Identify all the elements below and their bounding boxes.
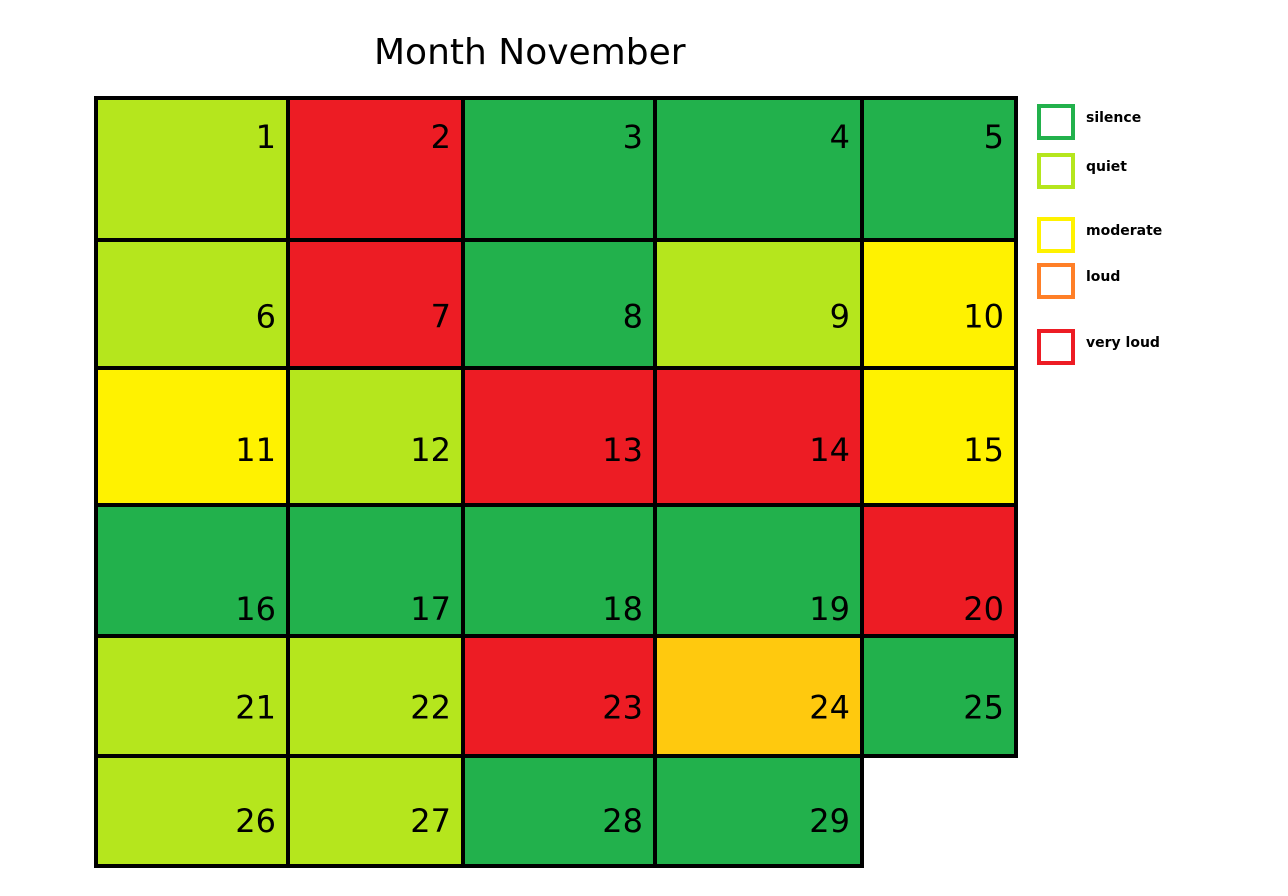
day-number: 19 (809, 590, 850, 628)
day-cell-5: 5 (860, 96, 1018, 242)
day-cell-fill (860, 503, 1018, 638)
day-cell-fill (461, 96, 657, 242)
day-cell-fill (94, 754, 290, 868)
day-cell-29: 29 (653, 754, 864, 868)
day-number: 13 (602, 431, 643, 469)
day-cell-fill (860, 634, 1018, 758)
day-cell-7: 7 (286, 238, 465, 370)
day-cell-21: 21 (94, 634, 290, 758)
day-cell-12: 12 (286, 366, 465, 507)
day-cell-17: 17 (286, 503, 465, 638)
day-number: 16 (235, 590, 276, 628)
legend-label-moderate: moderate (1086, 223, 1163, 239)
legend-swatch-very_loud (1037, 329, 1075, 365)
day-cell-15: 15 (860, 366, 1018, 507)
day-cell-fill (860, 238, 1018, 370)
day-cell-4: 4 (653, 96, 864, 242)
day-number: 29 (809, 802, 850, 840)
day-number: 12 (410, 431, 451, 469)
day-cell-3: 3 (461, 96, 657, 242)
day-cell-fill (94, 503, 290, 638)
legend-label-quiet: quiet (1086, 159, 1127, 175)
legend-label-silence: silence (1086, 110, 1142, 126)
day-cell-fill (286, 503, 465, 638)
day-number: 23 (602, 688, 643, 726)
day-number: 25 (963, 688, 1004, 726)
legend-swatch-loud (1037, 263, 1075, 299)
day-cell-8: 8 (461, 238, 657, 370)
day-cell-9: 9 (653, 238, 864, 370)
day-cell-25: 25 (860, 634, 1018, 758)
day-cell-10: 10 (860, 238, 1018, 370)
day-cell-fill (653, 634, 864, 758)
day-number: 4 (830, 118, 850, 156)
day-cell-20: 20 (860, 503, 1018, 638)
day-cell-fill (653, 754, 864, 868)
day-cell-fill (94, 96, 290, 242)
day-cell-1: 1 (94, 96, 290, 242)
day-cell-fill (860, 366, 1018, 507)
day-cell-18: 18 (461, 503, 657, 638)
day-number: 5 (984, 118, 1004, 156)
day-number: 1 (256, 118, 276, 156)
day-number: 11 (235, 431, 276, 469)
day-cell-fill (461, 503, 657, 638)
day-number: 22 (410, 688, 451, 726)
day-cell-fill (653, 366, 864, 507)
legend-label-loud: loud (1086, 269, 1121, 285)
day-cell-fill (653, 238, 864, 370)
legend-swatch-silence (1037, 104, 1075, 140)
day-number: 17 (410, 590, 451, 628)
day-number: 6 (256, 297, 276, 335)
day-number: 7 (431, 297, 451, 335)
day-number: 10 (963, 297, 1004, 335)
day-number: 9 (830, 297, 850, 335)
day-cell-19: 19 (653, 503, 864, 638)
legend-swatch-quiet (1037, 153, 1075, 189)
day-cell-fill (286, 96, 465, 242)
legend-swatch-moderate (1037, 217, 1075, 253)
day-cell-fill (653, 503, 864, 638)
day-number: 8 (623, 297, 643, 335)
day-cell-14: 14 (653, 366, 864, 507)
day-number: 18 (602, 590, 643, 628)
day-cell-fill (461, 238, 657, 370)
day-number: 26 (235, 802, 276, 840)
day-cell-26: 26 (94, 754, 290, 868)
day-cell-16: 16 (94, 503, 290, 638)
legend-label-very_loud: very loud (1086, 335, 1160, 351)
day-cell-2: 2 (286, 96, 465, 242)
day-cell-6: 6 (94, 238, 290, 370)
day-cell-fill (461, 366, 657, 507)
day-number: 3 (623, 118, 643, 156)
day-number: 20 (963, 590, 1004, 628)
day-cell-22: 22 (286, 634, 465, 758)
day-cell-11: 11 (94, 366, 290, 507)
day-number: 14 (809, 431, 850, 469)
day-number: 28 (602, 802, 643, 840)
day-cell-27: 27 (286, 754, 465, 868)
day-cell-13: 13 (461, 366, 657, 507)
day-number: 27 (410, 802, 451, 840)
day-cell-fill (286, 366, 465, 507)
day-cell-fill (461, 634, 657, 758)
day-cell-fill (94, 634, 290, 758)
day-cell-24: 24 (653, 634, 864, 758)
day-cell-28: 28 (461, 754, 657, 868)
day-cell-23: 23 (461, 634, 657, 758)
chart-title: Month November (374, 32, 686, 73)
day-number: 24 (809, 688, 850, 726)
day-number: 2 (431, 118, 451, 156)
day-number: 15 (963, 431, 1004, 469)
day-number: 21 (235, 688, 276, 726)
